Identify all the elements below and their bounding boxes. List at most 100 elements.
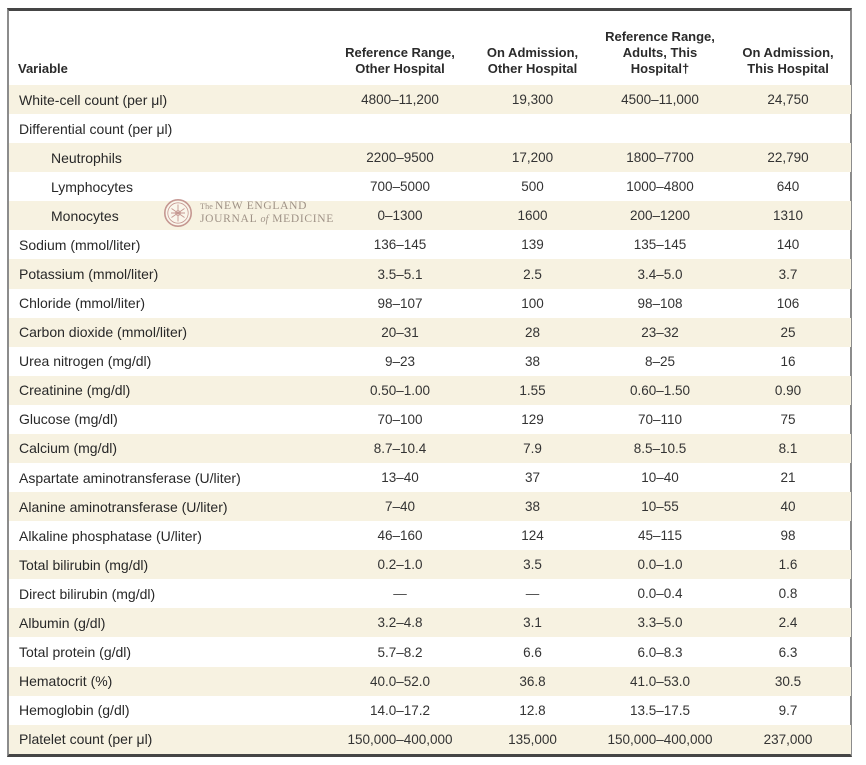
value-cell: 98	[780, 528, 796, 544]
value-cell: 6.6	[523, 644, 542, 660]
value-cell: 20–31	[381, 324, 419, 340]
value-cell: 135,000	[508, 731, 557, 747]
value-cell: 13–40	[381, 470, 419, 486]
value-cell: 500	[521, 179, 544, 195]
column-header-variable: Variable	[18, 61, 68, 76]
table-row: Hemoglobin (g/dl) 14.0–17.2 12.8 13.5–17.5 9…	[9, 696, 851, 725]
table-row: Alanine aminotransferase (U/liter) 7–40 38…	[9, 492, 851, 522]
value-cell: 4800–11,200	[361, 92, 439, 108]
value-cell: 10–55	[641, 499, 679, 515]
value-cell: 3.3–5.0	[637, 615, 683, 631]
value-cell: 135–145	[633, 237, 687, 253]
value-cell: 36.8	[519, 673, 546, 689]
value-cell: 16	[780, 353, 796, 369]
column-header-ref-range-this-hospital: Reference Range, Adults, This Hospital†	[605, 29, 715, 76]
value-cell: 237,000	[763, 731, 813, 747]
value-cell: 1800–7700	[626, 150, 694, 166]
table-row: Glucose (mg/dl) 70–100 129 70–110 75	[9, 405, 851, 434]
value-cell: 0.2–1.0	[377, 557, 423, 573]
value-cell: 22,790	[767, 150, 809, 166]
value-cell: 3.5–5.1	[377, 266, 423, 282]
table-row: Albumin (g/dl) 3.2–4.8 3.1 3.3–5.0 2.4	[9, 608, 851, 638]
column-header-ref-range-other-hospital: Reference Range, Other Hospital	[345, 45, 455, 76]
variable-cell: Alanine aminotransferase (U/liter)	[19, 498, 228, 515]
variable-cell: Potassium (mmol/liter)	[19, 266, 159, 282]
value-cell: 3.1	[523, 615, 542, 631]
variable-cell: Differential count (per μl)	[19, 120, 173, 137]
value-cell: 1310	[772, 208, 804, 224]
value-cell: 14.0–17.2	[369, 702, 431, 718]
table-row: Platelet count (per μl) 150,000–400,000 13…	[9, 724, 851, 754]
value-cell: 2200–9500	[366, 150, 434, 166]
lab-values-table: Variable Reference Range, Other Hospital…	[9, 11, 851, 754]
lab-values-table-frame: Variable Reference Range, Other Hospital…	[7, 8, 852, 757]
variable-cell: Urea nitrogen (mg/dl)	[19, 353, 152, 370]
value-cell: 12.8	[519, 702, 546, 718]
variable-cell: Lymphocytes	[51, 178, 133, 195]
value-cell: 106	[776, 295, 800, 311]
variable-cell: Albumin (g/dl)	[19, 614, 106, 631]
value-cell: 70–110	[637, 411, 683, 427]
variable-cell: Neutrophils	[51, 149, 122, 166]
value-cell: 45–115	[637, 528, 683, 544]
variable-cell: Platelet count (per μl)	[19, 731, 153, 748]
value-cell: 7.9	[523, 440, 542, 456]
value-cell: 8.5–10.5	[633, 440, 687, 456]
value-cell: 4500–11,000	[621, 92, 699, 108]
variable-cell: Calcium (mg/dl)	[19, 440, 118, 457]
value-cell: 150,000–400,000	[347, 731, 453, 747]
value-cell: 1600	[517, 208, 548, 224]
table-row: Total bilirubin (mg/dl) 0.2–1.0 3.5 0.0–1.0…	[9, 550, 851, 580]
table-row: Calcium (mg/dl) 8.7–10.4 7.9 8.5–10.5 8.1	[9, 433, 851, 464]
table-row: Sodium (mmol/liter) 136–145 139 135–145 140	[9, 230, 851, 259]
variable-cell: Hematocrit (%)	[19, 673, 113, 690]
value-cell: 136–145	[373, 237, 427, 253]
value-cell: 13.5–17.5	[629, 702, 691, 718]
value-cell: 150,000–400,000	[607, 731, 713, 747]
value-cell: 9.7	[778, 702, 798, 718]
value-cell: 9–23	[384, 353, 416, 369]
value-cell: 10–40	[641, 470, 679, 486]
table-row: Differential count (per μl)	[9, 114, 851, 143]
value-cell: 38	[524, 353, 541, 369]
value-cell: 70–100	[377, 411, 423, 427]
value-cell: 28	[524, 324, 541, 340]
value-cell: —	[525, 586, 540, 602]
value-cell: 8–25	[644, 353, 676, 369]
variable-cell: Glucose (mg/dl)	[19, 411, 118, 428]
variable-cell: Monocytes	[51, 207, 119, 224]
value-cell: 3.4–5.0	[637, 266, 683, 282]
table-row: Chloride (mmol/liter) 98–107 100 98–108 106	[9, 289, 851, 318]
value-cell: 7–40	[384, 499, 416, 515]
value-cell: 0.0–1.0	[637, 557, 683, 573]
value-cell: 6.3	[778, 644, 798, 660]
value-cell: 139	[521, 237, 544, 253]
column-header-on-admission-other-hospital: On Admission, Other Hospital	[486, 45, 579, 76]
table-row: Aspartate aminotransferase (U/liter) 13–4…	[9, 463, 851, 492]
table-row: Alkaline phosphatase (U/liter) 46–160 124 4…	[9, 521, 851, 550]
value-cell: 200–1200	[629, 208, 691, 224]
value-cell: 140	[776, 237, 800, 253]
value-cell: 98–107	[377, 295, 423, 311]
value-cell: 0.50–1.00	[369, 382, 431, 398]
value-cell: 0.0–0.4	[637, 586, 683, 602]
table-row: Creatinine (mg/dl) 0.50–1.00 1.55 0.60–1.50…	[9, 375, 851, 405]
table-row: White-cell count (per μl) 4800–11,200 19,3…	[9, 85, 851, 115]
value-cell: 98–108	[637, 295, 683, 311]
value-cell: 124	[521, 528, 544, 544]
value-cell	[725, 114, 851, 143]
value-cell: 8.1	[778, 440, 798, 456]
value-cell: 21	[780, 470, 796, 486]
variable-cell: Total bilirubin (mg/dl)	[19, 556, 149, 573]
value-cell: 24,750	[767, 92, 809, 108]
value-cell: 3.5	[523, 557, 542, 573]
variable-cell: Carbon dioxide (mmol/liter)	[19, 324, 188, 341]
value-cell: 8.7–10.4	[373, 440, 427, 456]
value-cell: 0.90	[774, 382, 802, 398]
table-body: White-cell count (per μl) 4800–11,200 19,3…	[9, 85, 851, 754]
value-cell: 0.60–1.50	[629, 382, 691, 398]
variable-cell: Direct bilirubin (mg/dl)	[19, 585, 156, 602]
value-cell: 38	[524, 499, 541, 515]
value-cell: 1000–4800	[626, 179, 694, 195]
value-cell: 0–1300	[377, 208, 423, 224]
